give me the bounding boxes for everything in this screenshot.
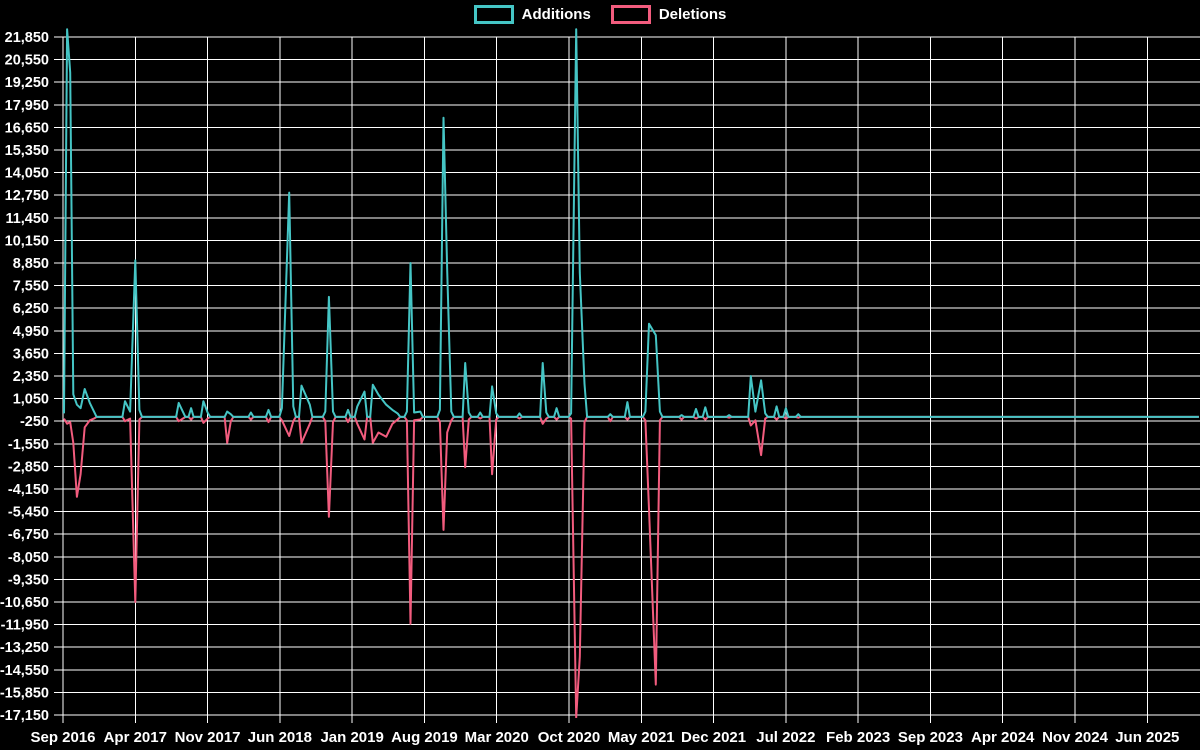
y-tick-label: -8,050: [8, 550, 49, 566]
y-tick-label: -17,150: [0, 708, 49, 724]
x-tick-label: Apr 2017: [104, 729, 167, 746]
legend-swatch-additions: [473, 5, 514, 24]
y-tick-label: -250: [20, 414, 49, 430]
x-tick-label: May 2021: [608, 729, 675, 746]
y-tick-label: 11,450: [5, 211, 49, 227]
y-tick-label: 8,850: [13, 256, 49, 272]
x-tick-label: Nov 2017: [175, 729, 241, 746]
x-tick-label: Sep 2023: [898, 729, 963, 746]
y-tick-label: 6,250: [13, 301, 49, 317]
legend-item-deletions[interactable]: Deletions: [610, 5, 727, 24]
y-tick-label: 17,950: [5, 98, 49, 114]
x-tick-label: Dec 2021: [681, 729, 746, 746]
y-tick-label: 7,550: [13, 279, 49, 295]
y-tick-label: -5,450: [8, 505, 49, 521]
x-tick-label: Jun 2025: [1115, 729, 1179, 746]
y-tick-label: -13,250: [0, 640, 49, 656]
y-tick-label: 15,350: [5, 143, 49, 159]
y-tick-label: -15,850: [0, 685, 49, 701]
x-tick-label: Apr 2024: [971, 729, 1035, 746]
x-tick-label: Feb 2023: [826, 729, 890, 746]
x-tick-label: Oct 2020: [538, 729, 601, 746]
axis-labels: 21,850 20,550 19,250 17,950 16,650 15,350 14,0…: [0, 30, 1179, 746]
x-tick-label: Sep 2016: [30, 729, 95, 746]
y-tick-label: 16,650: [5, 120, 49, 136]
x-tick-label: Mar 2020: [465, 729, 529, 746]
y-tick-label: -6,750: [8, 527, 49, 543]
legend-label-additions: Additions: [521, 6, 591, 23]
y-tick-label: 12,750: [5, 188, 49, 204]
y-tick-label: 3,650: [13, 346, 49, 362]
legend-item-additions[interactable]: Additions: [473, 5, 591, 24]
y-tick-label: 19,250: [5, 75, 49, 91]
x-tick-label: Jan 2019: [320, 729, 383, 746]
y-tick-label: -14,550: [0, 663, 49, 679]
deletions-line: [63, 415, 1199, 718]
y-tick-label: -10,650: [0, 595, 49, 611]
legend-label-deletions: Deletions: [658, 6, 727, 23]
y-tick-label: 1,050: [13, 392, 49, 408]
chart-legend: Additions Deletions: [0, 5, 1200, 24]
y-tick-label: -1,550: [8, 437, 49, 453]
x-tick-label: Jul 2022: [756, 729, 815, 746]
x-tick-label: Aug 2019: [391, 729, 458, 746]
chart-grid: [54, 36, 1200, 723]
y-tick-label: 2,350: [13, 369, 49, 385]
y-tick-label: -11,950: [1, 618, 49, 634]
y-tick-label: -4,150: [8, 482, 49, 498]
y-tick-label: 10,150: [5, 233, 49, 249]
y-tick-label: -2,850: [8, 459, 49, 475]
y-tick-label: -9,350: [8, 572, 49, 588]
y-tick-label: 21,850: [5, 30, 49, 46]
legend-swatch-deletions: [610, 5, 651, 24]
additions-line: [63, 28, 1199, 418]
x-tick-label: Nov 2024: [1042, 729, 1109, 746]
y-tick-label: 20,550: [5, 53, 49, 69]
y-tick-label: 14,050: [5, 166, 49, 182]
y-tick-label: 4,950: [13, 324, 49, 340]
x-tick-label: Jun 2018: [248, 729, 312, 746]
